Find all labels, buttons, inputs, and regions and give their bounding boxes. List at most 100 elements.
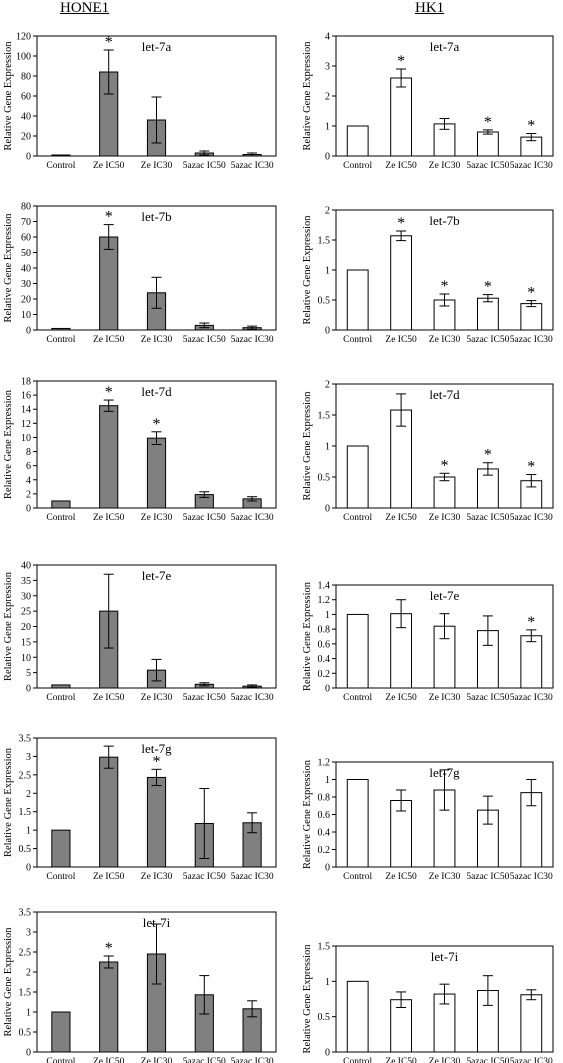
hone1-let-7b-category-label-1: Control (46, 335, 75, 345)
hk1-let-7b-significance-mark-3: * (441, 278, 449, 295)
hone1-let-7d-category-label-4: 5azac IC50 (183, 513, 226, 523)
hone1-let-7a-y-tick-label: 100 (16, 52, 31, 63)
hone1-let-7a-y-tick-label: 80 (21, 72, 31, 83)
hone1-let-7g-bar-3 (146, 776, 167, 868)
hk1-let-7b-category-label-4: 5azac IC50 (466, 335, 509, 345)
hk1-let-7b-bar-2 (390, 235, 413, 331)
hk1-let-7i-y-tick-label: 0 (325, 1048, 330, 1059)
hone1-let-7g-title: let-7g (141, 741, 172, 756)
hk1-let-7d-y-tick-label: 0 (325, 504, 330, 515)
hone1-column-header: HONE1 (60, 0, 110, 16)
hone1-let-7g-y-tick-label: 2.5 (19, 770, 32, 781)
hone1-let-7d-significance-mark-3: * (153, 416, 161, 433)
hk1-let-7i-title: let-7i (431, 949, 459, 964)
hone1-let-7a-category-label-3: Ze IC30 (141, 161, 173, 171)
hone1-let-7a-y-axis-label: Relative Gene Expression (3, 41, 14, 151)
hone1-let-7e-y-tick-label: 5 (26, 668, 31, 679)
hk1-let-7e-y-tick-label: 1 (325, 610, 330, 621)
hone1-let-7a-title: let-7a (142, 39, 172, 54)
hone1-let-7e-y-tick-label: 40 (21, 561, 31, 572)
hone1-let-7i-y-tick-label: 3 (26, 928, 31, 939)
hk1-let-7a-category-label-4: 5azac IC50 (466, 161, 509, 171)
hone1-let-7i-category-label-2: Ze IC50 (93, 1057, 125, 1063)
hk1-let-7e-category-label-4: 5azac IC50 (466, 693, 509, 703)
hone1-let-7a-y-tick-label: 20 (21, 132, 31, 143)
hone1-let-7b-significance-mark-2: * (105, 209, 113, 226)
hone1-let-7e-title: let-7e (142, 568, 172, 583)
hk1-let-7a-significance-mark-4: * (484, 114, 492, 131)
hk1-let-7b-y-axis-label: Relative Gene Expression (302, 215, 313, 325)
hone1-let-7b-y-tick-label: 0 (26, 326, 31, 337)
hk1-let-7d-title: let-7d (429, 387, 460, 402)
hk1-let-7e-y-tick-label: 0.4 (318, 654, 331, 665)
hk1-let-7d-significance-mark-3: * (441, 457, 449, 474)
hk1-let-7i-category-label-3: Ze IC30 (429, 1057, 461, 1063)
hone1-let-7d-category-label-1: Control (46, 513, 75, 523)
hk1-let-7e-significance-mark-5: * (527, 614, 535, 631)
hk1-let-7g-y-tick-label: 0.4 (318, 828, 331, 839)
hk1-let-7i-y-tick-label: 1.5 (318, 942, 331, 953)
hone1-let-7i-bar-1 (51, 1011, 71, 1053)
hone1-let-7i-category-label-3: Ze IC30 (141, 1057, 173, 1063)
hone1-let-7b-category-label-4: 5azac IC50 (183, 335, 226, 345)
hk1-let-7g-y-tick-label: 0.8 (318, 793, 331, 804)
hk1-let-7d-bar-3 (433, 476, 456, 509)
hk1-let-7b-category-label-3: Ze IC30 (429, 335, 461, 345)
hone1-let-7d-y-tick-label: 0 (26, 504, 31, 515)
hone1-let-7d-bar-3 (146, 437, 167, 509)
hk1-let-7d-significance-mark-5: * (527, 459, 535, 476)
hone1-let-7g-bar-2 (99, 756, 119, 868)
hone1-let-7g-y-tick-label: 3 (26, 752, 31, 763)
hone1-let-7g-category-label-5: 5azac IC30 (231, 872, 274, 882)
hone1-let-7g-bar-1 (51, 829, 71, 868)
hk1-let-7d-y-tick-label: 1 (325, 442, 330, 453)
hk1-let-7d-y-tick-label: 1.5 (318, 411, 331, 422)
hone1-let-7e-bar-1 (51, 684, 71, 689)
hone1-let-7i-significance-mark-2: * (105, 940, 113, 957)
hone1-let-7g-significance-mark-3: * (153, 753, 161, 770)
hk1-let-7a-category-label-3: Ze IC30 (429, 161, 461, 171)
hk1-let-7g-category-label-2: Ze IC50 (385, 872, 417, 882)
hone1-let-7g-y-tick-label: 0.5 (19, 844, 32, 855)
hk1-let-7i-category-label-5: 5azac IC30 (510, 1057, 553, 1063)
hk1-let-7e-y-tick-label: 0.6 (318, 639, 331, 650)
hone1-let-7d-category-label-5: 5azac IC30 (231, 513, 274, 523)
hone1-let-7i-y-tick-label: 0 (26, 1048, 31, 1059)
hone1-let-7i-y-tick-label: 1 (26, 1008, 31, 1019)
hk1-let-7b-y-tick-label: 0.5 (318, 296, 331, 307)
hone1-let-7d-y-tick-label: 6 (26, 461, 31, 472)
hone1-let-7e-y-tick-label: 0 (26, 684, 31, 695)
hk1-let-7e-y-tick-label: 0.8 (318, 625, 331, 636)
hone1-let-7e-y-tick-label: 30 (21, 591, 31, 602)
hone1-let-7b-category-label-3: Ze IC30 (141, 335, 173, 345)
hk1-let-7b-bar-1 (346, 269, 369, 331)
hone1-let-7g-category-label-1: Control (46, 872, 75, 882)
hone1-let-7g-category-label-4: 5azac IC50 (183, 872, 226, 882)
hk1-let-7e-category-label-1: Control (343, 693, 372, 703)
hk1-let-7g-y-tick-label: 1.2 (318, 758, 331, 769)
hone1-let-7i-y-axis-label: Relative Gene Expression (3, 927, 14, 1037)
hk1-let-7b-y-tick-label: 2 (325, 206, 330, 217)
hone1-let-7i-category-label-5: 5azac IC30 (231, 1057, 274, 1063)
hk1-let-7e-y-tick-label: 0.2 (318, 669, 331, 680)
hk1-let-7g-y-tick-label: 1 (325, 775, 330, 786)
hone1-let-7b-category-label-2: Ze IC50 (93, 335, 125, 345)
hk1-let-7a-significance-mark-2: * (397, 53, 405, 70)
hk1-let-7d-y-axis-label: Relative Gene Expression (302, 391, 313, 501)
hk1-let-7e-bar-5 (520, 635, 543, 689)
hk1-let-7g-category-label-4: 5azac IC50 (466, 872, 509, 882)
hone1-let-7b-title: let-7b (141, 209, 171, 224)
hk1-let-7i-category-label-4: 5azac IC50 (466, 1057, 509, 1063)
hone1-let-7a-bar-1 (51, 154, 71, 157)
hk1-let-7e-y-axis-label: Relative Gene Expression (302, 581, 313, 691)
hone1-let-7g-category-label-3: Ze IC30 (141, 872, 173, 882)
hone1-let-7e-category-label-1: Control (46, 693, 75, 703)
hk1-let-7i-bar-5 (520, 994, 543, 1053)
hone1-let-7b-y-tick-label: 20 (21, 295, 31, 306)
hone1-let-7e-y-tick-label: 25 (21, 607, 31, 618)
hone1-let-7g-y-tick-label: 1 (26, 826, 31, 837)
hone1-let-7i-y-tick-label: 3.5 (19, 908, 32, 919)
hk1-let-7a-y-tick-label: 3 (325, 62, 330, 73)
hk1-let-7b-significance-mark-5: * (527, 285, 535, 302)
